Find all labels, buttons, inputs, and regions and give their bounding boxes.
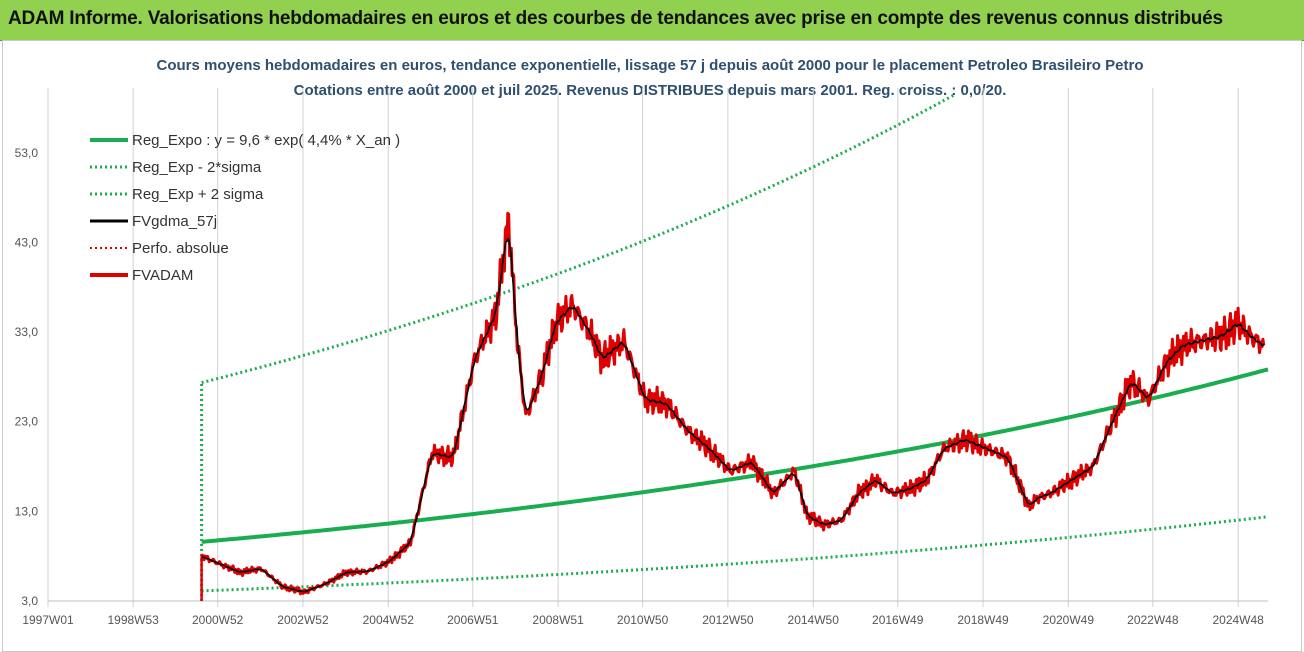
y-tick-label: 43,0 [15, 235, 39, 249]
grid [47, 88, 1239, 607]
y-axis: 3,0 13,0 23,0 33,0 43,0 53,0 [15, 146, 39, 608]
x-tick-label: 2008W51 [532, 613, 584, 627]
fvadam-line [200, 211, 1266, 596]
x-tick-label: 2010W50 [617, 613, 669, 627]
x-tick-label: 2024W48 [1212, 613, 1264, 627]
y-tick-label: 3,0 [21, 594, 38, 608]
x-tick-label: 1998W53 [107, 613, 159, 627]
legend-label: Reg_Exp + 2 sigma [132, 186, 264, 203]
y-tick-label: 53,0 [15, 146, 39, 160]
regression-line [201, 367, 1269, 544]
series-group [200, 93, 1269, 601]
chart-subtitle: Cotations entre août 2000 et juil 2025. … [294, 82, 1007, 99]
y-tick-label: 33,0 [15, 325, 39, 339]
x-tick-label: 2022W48 [1127, 613, 1179, 627]
x-tick-label: 2012W50 [702, 613, 754, 627]
x-tick-label: 2018W49 [957, 613, 1009, 627]
x-tick-label: 1997W01 [22, 613, 74, 627]
legend-label: Reg_Exp - 2*sigma [132, 159, 262, 176]
legend-label: FVADAM [132, 267, 193, 284]
x-tick-label: 2016W49 [872, 613, 924, 627]
y-tick-label: 13,0 [15, 504, 39, 518]
x-axis: 1997W01 1998W53 2000W52 2002W52 2004W52 2006W… [22, 600, 1268, 627]
x-tick-label: 2000W52 [192, 613, 244, 627]
smoothed-line [201, 238, 1265, 593]
x-tick-label: 2004W52 [363, 613, 415, 627]
x-tick-label: 2002W52 [277, 613, 329, 627]
y-tick-label: 23,0 [15, 415, 39, 429]
lower-band-line [201, 515, 1269, 593]
x-tick-label: 2020W49 [1043, 613, 1095, 627]
x-tick-label: 2014W50 [788, 613, 840, 627]
chart-title: Cours moyens hebdomadaires en euros, ten… [157, 57, 1144, 74]
report-banner: ADAM Informe. Valorisations hebdomadaire… [0, 0, 1304, 41]
x-tick-label: 2006W51 [447, 613, 499, 627]
banner-title: ADAM Informe. Valorisations hebdomadaire… [8, 8, 1223, 29]
legend-label: FVgdma_57j [132, 213, 217, 230]
legend: Reg_Expo : y = 9,6 * exp( 4,4% * X_an ) R… [90, 132, 400, 284]
legend-label: Perfo. absolue [132, 240, 229, 257]
legend-label: Reg_Expo : y = 9,6 * exp( 4,4% * X_an ) [132, 132, 400, 149]
